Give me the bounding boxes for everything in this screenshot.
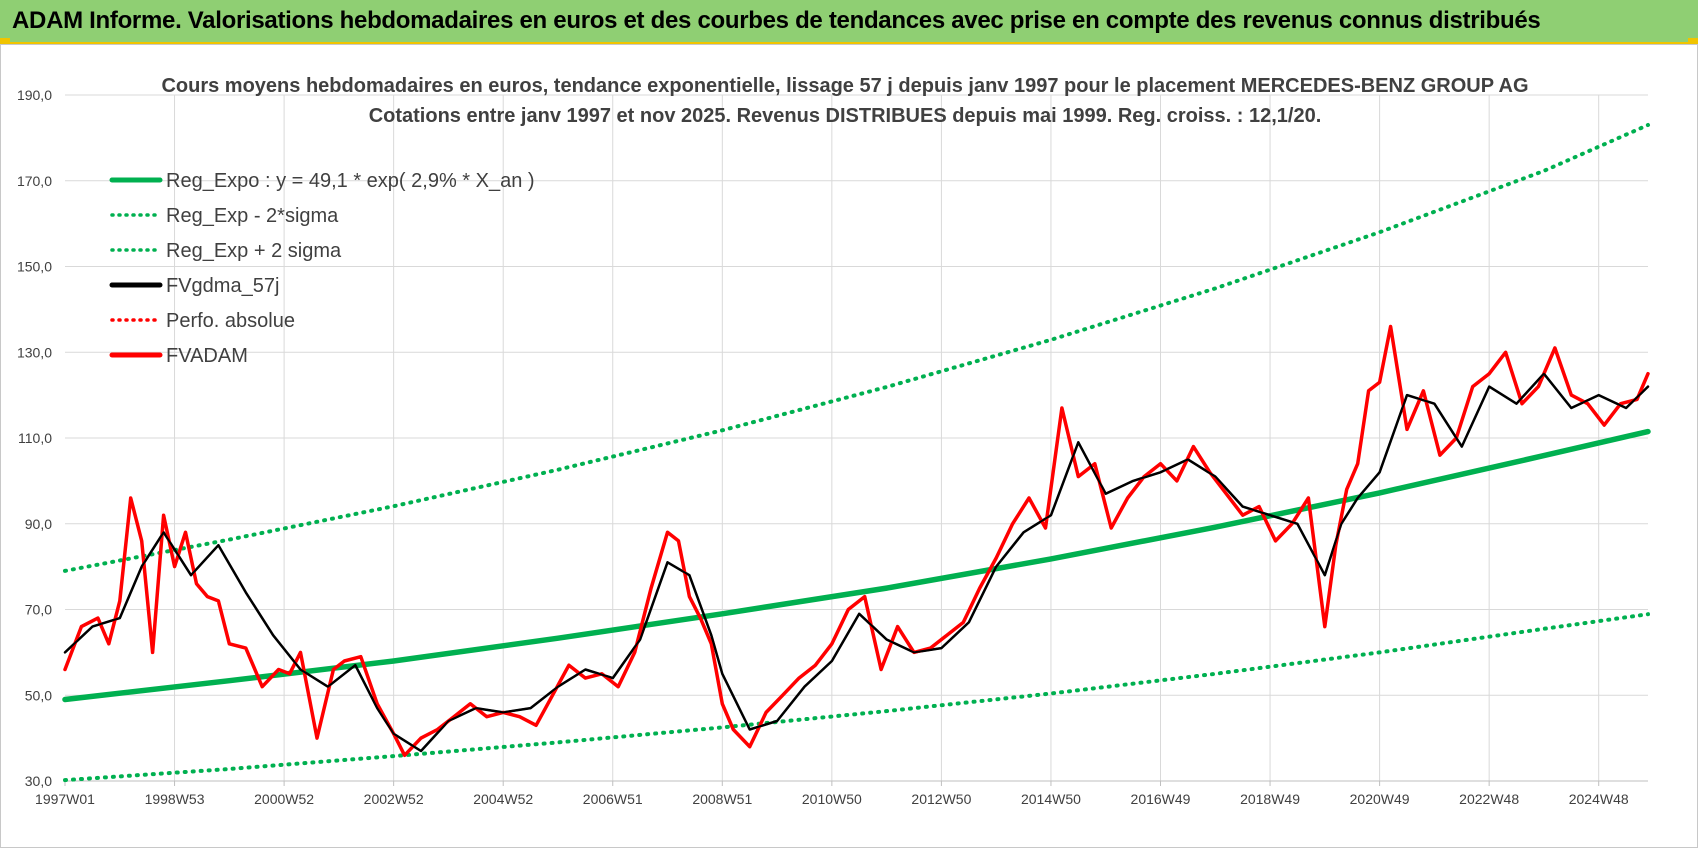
legend-label-5: FVADAM: [166, 345, 248, 367]
series-line-0: [62, 428, 1651, 703]
x-tick-label: 2020W49: [1350, 791, 1410, 807]
y-tick-labels: 30,0 50,0 70,0 90,0 110,0 130,0 150,0 170,0 190,…: [17, 87, 52, 789]
series-line-3-top: [64, 372, 1649, 752]
chart-subtitle: Cotations entre janv 1997 et nov 2025. R…: [369, 105, 1322, 127]
legend-label-0: Reg_Expo : y = 49,1 * exp( 2,9% * X_an ): [166, 170, 535, 192]
x-tick-label: 2024W48: [1569, 791, 1629, 807]
y-tick-label: 150,0: [17, 259, 52, 275]
y-tick-label: 90,0: [25, 516, 52, 532]
series-lines: [62, 123, 1651, 783]
y-tick-label: 30,0: [25, 773, 52, 789]
y-tick-label: 50,0: [25, 687, 52, 703]
y-tick-label: 170,0: [17, 173, 52, 189]
legend-label-1: Reg_Exp - 2*sigma: [166, 205, 339, 227]
x-tick-label: 1998W53: [145, 791, 205, 807]
legend-label-4: Perfo. absolue: [166, 310, 295, 332]
x-tick-label: 2000W52: [254, 791, 314, 807]
legend-label-3: FVgdma_57j: [166, 275, 279, 297]
y-tick-label: 190,0: [17, 87, 52, 103]
x-tick-label: 2006W51: [583, 791, 643, 807]
series-line-5: [63, 324, 1650, 758]
x-tick-label: 2022W48: [1459, 791, 1519, 807]
x-tick-label: 2016W49: [1131, 791, 1191, 807]
banner-title: ADAM Informe. Valorisations hebdomadaire…: [12, 7, 1541, 34]
corner-mark-left: [0, 38, 10, 44]
grid-lines: [65, 94, 1648, 781]
series-line-2: [63, 123, 1650, 573]
x-tick-label: 2002W52: [364, 791, 424, 807]
x-tick-label: 2008W51: [692, 791, 752, 807]
y-tick-label: 70,0: [25, 602, 52, 618]
legend: Reg_Expo : y = 49,1 * exp( 2,9% * X_an )…: [109, 170, 535, 367]
corner-mark-right: [1688, 38, 1698, 44]
x-tick-labels: 1997W01 1998W53 2000W52 2002W52 2004W52 2006W…: [35, 781, 1629, 807]
series-line-3: [63, 372, 1650, 753]
y-tick-label: 110,0: [18, 430, 52, 446]
legend-label-2: Reg_Exp + 2 sigma: [166, 240, 342, 262]
x-tick-label: 2012W50: [911, 791, 971, 807]
chart-title: Cours moyens hebdomadaires en euros, ten…: [161, 75, 1528, 97]
x-tick-label: 2004W52: [473, 791, 533, 807]
x-tick-label: 2014W50: [1021, 791, 1081, 807]
x-tick-label: 2018W49: [1240, 791, 1300, 807]
x-tick-label: 1997W01: [35, 791, 95, 807]
x-tick-label: 2010W50: [802, 791, 862, 807]
y-tick-label: 130,0: [17, 344, 52, 360]
series-line-1: [63, 612, 1650, 783]
banner: ADAM Informe. Valorisations hebdomadaire…: [0, 0, 1698, 44]
